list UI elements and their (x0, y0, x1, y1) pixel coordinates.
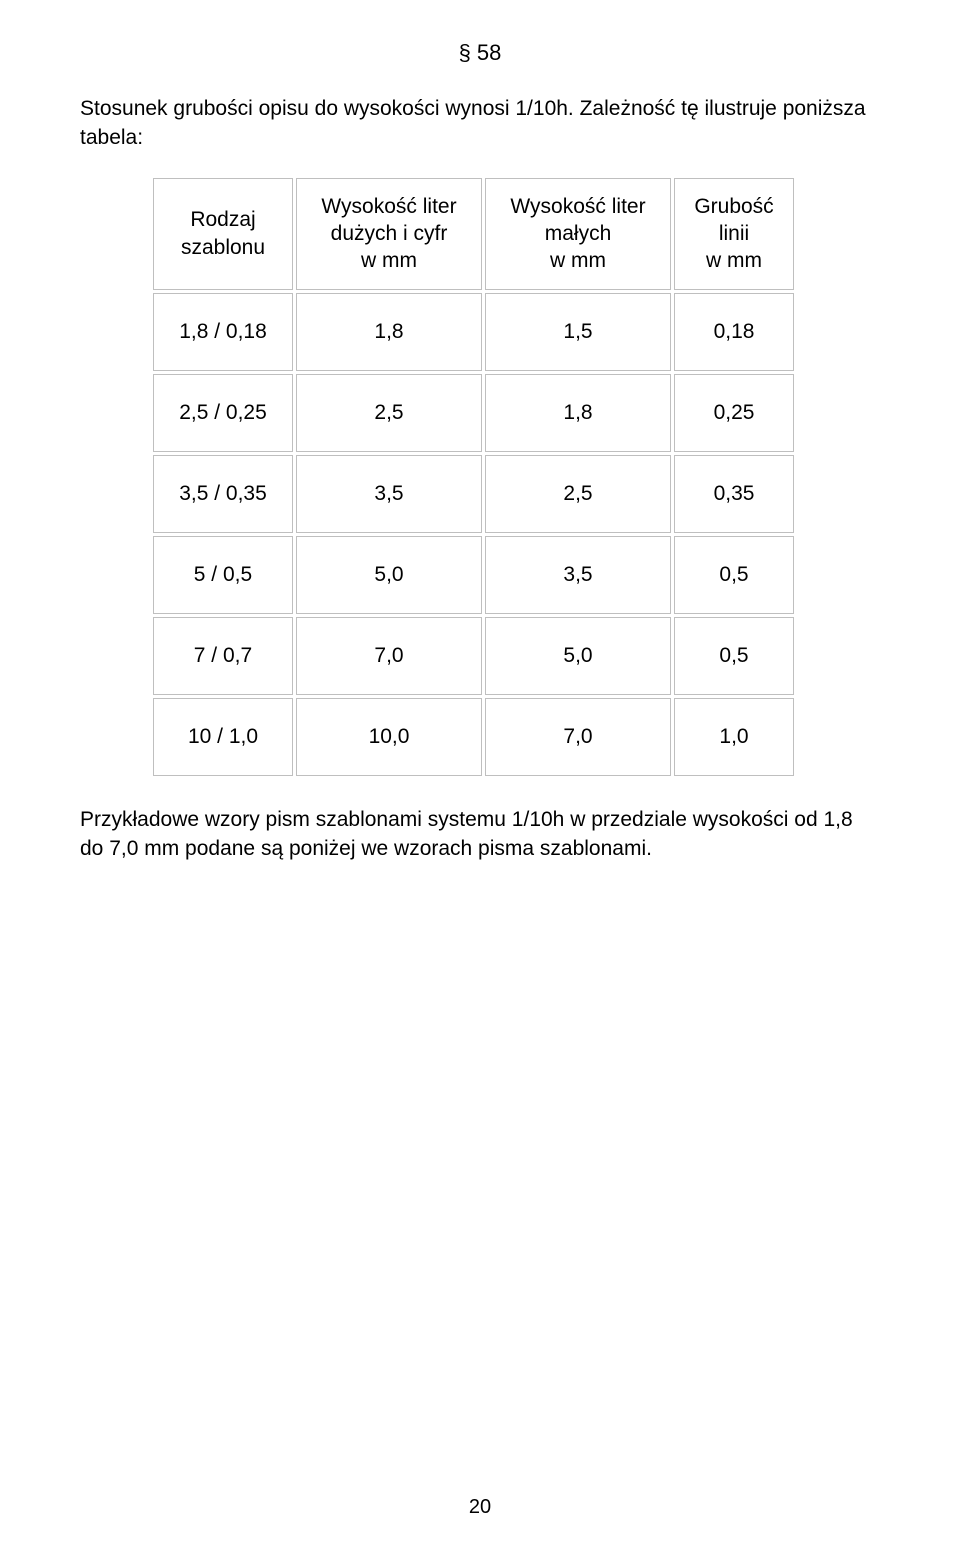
table-header-row: Rodzaj szablonu Wysokość liter dużych i … (153, 178, 794, 290)
table-cell: 0,5 (674, 617, 794, 695)
intro-paragraph: Stosunek grubości opisu do wysokości wyn… (80, 94, 880, 153)
header-line: linii (685, 220, 783, 247)
table-row: 10 / 1,0 10,0 7,0 1,0 (153, 698, 794, 776)
table-cell: 3,5 (296, 455, 482, 533)
table-cell: 0,5 (674, 536, 794, 614)
header-line: szablonu (164, 234, 282, 261)
table-cell: 7,0 (485, 698, 671, 776)
table-row: 2,5 / 0,25 2,5 1,8 0,25 (153, 374, 794, 452)
header-line: w mm (307, 247, 471, 274)
footer-paragraph: Przykładowe wzory pism szablonami system… (80, 805, 880, 864)
header-line: dużych i cyfr (307, 220, 471, 247)
header-line: w mm (496, 247, 660, 274)
header-line: małych (496, 220, 660, 247)
header-line: Grubość (685, 193, 783, 220)
table-cell: 5,0 (296, 536, 482, 614)
table-header-cell: Wysokość liter małych w mm (485, 178, 671, 290)
spec-table: Rodzaj szablonu Wysokość liter dużych i … (150, 175, 797, 779)
table-header-cell: Wysokość liter dużych i cyfr w mm (296, 178, 482, 290)
table-cell: 3,5 / 0,35 (153, 455, 293, 533)
table-cell: 0,25 (674, 374, 794, 452)
table-cell: 2,5 (296, 374, 482, 452)
table-cell: 10 / 1,0 (153, 698, 293, 776)
table-row: 5 / 0,5 5,0 3,5 0,5 (153, 536, 794, 614)
table-cell: 1,5 (485, 293, 671, 371)
table-header-cell: Rodzaj szablonu (153, 178, 293, 290)
table-cell: 7,0 (296, 617, 482, 695)
table-row: 3,5 / 0,35 3,5 2,5 0,35 (153, 455, 794, 533)
header-line: Wysokość liter (307, 193, 471, 220)
header-line: Rodzaj (164, 206, 282, 233)
table-cell: 3,5 (485, 536, 671, 614)
page: § 58 Stosunek grubości opisu do wysokośc… (0, 0, 960, 1559)
section-number: § 58 (80, 40, 880, 66)
table-cell: 5 / 0,5 (153, 536, 293, 614)
table-cell: 5,0 (485, 617, 671, 695)
table-row: 1,8 / 0,18 1,8 1,5 0,18 (153, 293, 794, 371)
table-header-cell: Grubość linii w mm (674, 178, 794, 290)
table-cell: 1,8 / 0,18 (153, 293, 293, 371)
table-row: 7 / 0,7 7,0 5,0 0,5 (153, 617, 794, 695)
table-cell: 2,5 (485, 455, 671, 533)
header-line: w mm (685, 247, 783, 274)
table-cell: 2,5 / 0,25 (153, 374, 293, 452)
table-cell: 1,8 (485, 374, 671, 452)
table-cell: 0,35 (674, 455, 794, 533)
table-cell: 1,8 (296, 293, 482, 371)
page-number: 20 (0, 1496, 960, 1519)
header-line: Wysokość liter (496, 193, 660, 220)
table-cell: 0,18 (674, 293, 794, 371)
table-container: Rodzaj szablonu Wysokość liter dużych i … (150, 175, 880, 779)
table-cell: 7 / 0,7 (153, 617, 293, 695)
table-cell: 10,0 (296, 698, 482, 776)
table-cell: 1,0 (674, 698, 794, 776)
